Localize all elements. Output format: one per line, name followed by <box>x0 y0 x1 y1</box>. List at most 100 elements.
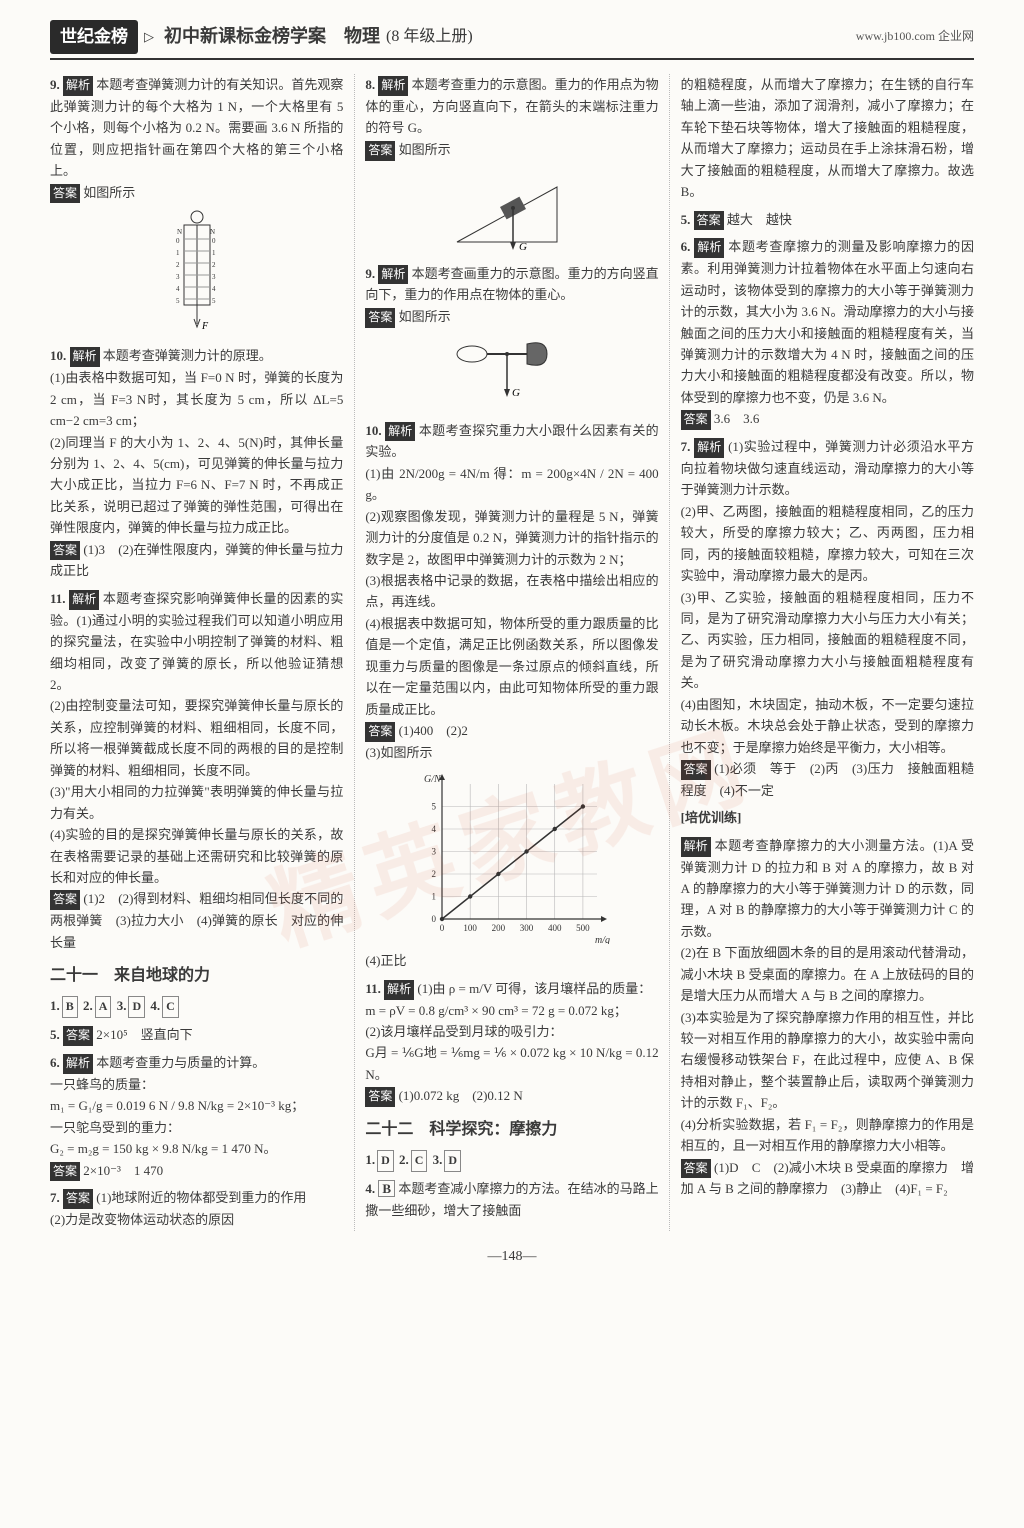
n: 4. <box>150 998 160 1013</box>
c3-extra: 解析 本题考查静摩擦力的大小测量方法。(1)A 受弹簧测力计 D 的拉力和 B … <box>681 835 974 1200</box>
c2-line1: 1.D 2.C 3.D <box>365 1149 658 1172</box>
p4: (4)根据表中数据可知，物体所受的重力跟质量的比值是一个定值，满足正比例函数关系… <box>365 616 658 717</box>
svg-text:3: 3 <box>431 847 436 857</box>
ans: (1)400 (2)2 <box>399 723 468 738</box>
ans-tag: 答案 <box>50 184 80 204</box>
ans: 如图所示 <box>83 185 135 200</box>
c2-q11: 11. 解析 (1)由 ρ = m/V 可得，该月壤样品的质量： m = ρV … <box>365 978 658 1107</box>
svg-text:0: 0 <box>176 237 180 245</box>
p1: 本题考查静摩擦力的大小测量方法。(1)A 受弹簧测力计 D 的拉力和 B 对 A… <box>681 838 974 939</box>
v: D <box>377 1150 394 1172</box>
svg-text:100: 100 <box>463 923 477 933</box>
svg-text:G: G <box>512 387 520 399</box>
svg-text:2: 2 <box>212 261 216 269</box>
n: 2. <box>399 1152 409 1167</box>
eq1: m₁ = G₁/g = 0.019 6 N / 9.8 N/kg = 2×10⁻… <box>50 1098 304 1113</box>
ans-tag: 答案 <box>681 410 711 430</box>
v: A <box>95 996 112 1018</box>
num: 6. <box>50 1055 60 1070</box>
page-header: 世纪金榜 ▷ 初中新课标金榜学案 物理 (8 年级上册) www.jb100.c… <box>50 20 974 60</box>
ans: (1)必须 等于 (2)丙 (3)压力 接触面粗糙程度 (4)不一定 <box>681 761 974 798</box>
svg-text:G/N: G/N <box>424 774 442 785</box>
text: 的粗糙程度，从而增大了摩擦力；在生锈的自行车轴上滴一些油，添加了润滑剂，减小了摩… <box>681 77 974 199</box>
tag: 解析 <box>694 238 724 258</box>
c1-q6: 6. 解析 本题考查重力与质量的计算。 一只蜂鸟的质量： m₁ = G₁/g =… <box>50 1052 343 1181</box>
c2-q9: 9. 解析 本题考查画重力的示意图。重力的方向竖直向下，重力的作用点在物体的重心… <box>365 263 658 328</box>
brand-logo: 世纪金榜 <box>50 20 138 54</box>
svg-text:300: 300 <box>520 923 534 933</box>
num: 5. <box>681 212 691 227</box>
text: 本题考查重力的示意图。重力的作用点为物体的重心，方向竖直向下，在箭头的末端标注重… <box>365 77 658 135</box>
text: 本题考查重力与质量的计算。 <box>96 1055 265 1070</box>
grade: (8 年级上册) <box>386 24 473 50</box>
ans-tag: 答案 <box>50 1162 80 1182</box>
svg-text:5: 5 <box>176 297 180 305</box>
tag: 解析 <box>378 76 408 96</box>
svg-text:5: 5 <box>212 297 216 305</box>
p1: (1)由表格中数据可知，当 F=0 N 时，弹簧的长度为 2 cm，当 F=3 … <box>50 370 343 428</box>
svg-text:200: 200 <box>492 923 506 933</box>
p3: (3)甲、乙实验，接触面的粗糙程度相同，压力不同，是为了研究滑动摩擦力大小与压力… <box>681 590 974 691</box>
hammer-gravity-icon: G <box>365 334 658 414</box>
num: 6. <box>681 239 691 254</box>
p4: (4)由图知，木块固定，抽动木板，不一定要匀速拉动长木板。木块总会处于静止状态，… <box>681 697 974 755</box>
eq2: G₂ = m₂g = 150 kg × 9.8 N/kg = 1 470 N。 <box>50 1141 277 1156</box>
p6: (4)正比 <box>365 953 406 968</box>
ans: (1)D C (2)减小木块 B 受桌面的摩擦力 增加 A 与 B 之间的静摩擦… <box>681 1160 974 1197</box>
text: 本题考查弹簧测力计的原理。 <box>103 348 272 363</box>
num: 11. <box>50 591 66 606</box>
svg-text:4: 4 <box>212 285 216 293</box>
num: 7. <box>50 1190 60 1205</box>
p1: (1)实验过程中，弹簧测力计必须沿水平方向拉着物块做匀速直线运动，滑动摩擦力的大… <box>681 439 974 497</box>
n: 2. <box>83 998 93 1013</box>
svg-text:3: 3 <box>176 273 180 281</box>
p5: (3)如图所示 <box>365 745 432 760</box>
c2-q8: 8. 解析 本题考查重力的示意图。重力的作用点为物体的重心，方向竖直向下，在箭头… <box>365 74 658 160</box>
p3: (3)"用大小相同的力拉弹簧"表明弹簧的伸长量与拉力有关。 <box>50 784 343 820</box>
svg-text:400: 400 <box>548 923 562 933</box>
v: D <box>128 996 145 1018</box>
incline-gravity-icon: G <box>365 167 658 257</box>
ans: (1)3 (2)在弹性限度内，弹簧的伸长量与拉力成正比 <box>50 542 343 579</box>
p3: (3)根据表格中记录的数据，在表格中描绘出相应的点，再连线。 <box>365 573 658 609</box>
c1-q10: 10. 解析 本题考查弹簧测力计的原理。 (1)由表格中数据可知，当 F=0 N… <box>50 345 343 582</box>
page-number: —148— <box>50 1245 974 1268</box>
p2: (2)在 B 下面放细圆木条的目的是用滚动代替滑动，减小木块 B 受桌面的摩擦力… <box>681 945 974 1003</box>
c1-line1: 1.B 2.A 3.D 4.C <box>50 995 343 1018</box>
eq2: G月 = ⅙G地 = ⅙mg = ⅙ × 0.072 kg × 10 N/kg … <box>365 1045 658 1081</box>
c2-q10b: (4)正比 <box>365 950 658 971</box>
tag: 解析 <box>63 1054 93 1074</box>
c2-q10: 10. 解析 本题考查探究重力大小跟什么因素有关的实验。 (1)由 2N/200… <box>365 420 658 764</box>
svg-text:1: 1 <box>176 249 180 257</box>
spring-scale-icon: NN 012 345 012 345 F <box>50 209 343 339</box>
svg-text:5: 5 <box>431 802 436 812</box>
l2: 一只鸵鸟受到的重力： <box>50 1120 180 1135</box>
c1-q7: 7. 答案 (1)地球附近的物体都受到重力的作用 (2)力是改变物体运动状态的原… <box>50 1187 343 1230</box>
ans: 如图所示 <box>399 142 451 157</box>
tag: 答案 <box>694 211 724 231</box>
p2: (2)由控制变量法可知，要探究弹簧伸长量与原长的关系，应控制弹簧的材料、粗细相同… <box>50 698 343 777</box>
title-prefix: ▷ <box>144 26 154 47</box>
c1-q9: 9. 解析 本题考查弹簧测力计的有关知识。首先观察此弹簧测力计的每个大格为 1 … <box>50 74 343 203</box>
num: 10. <box>50 348 66 363</box>
text: 本题考查摩擦力的测量及影响摩擦力的因素。利用弹簧测力计拉着物体在水平面上匀速向右… <box>681 239 974 404</box>
ans-tag: 答案 <box>365 308 395 328</box>
tag: 解析 <box>378 265 408 285</box>
ans: 越大 越快 <box>727 212 792 227</box>
svg-text:0: 0 <box>431 914 436 924</box>
section-21: 二十一 来自地球的力 <box>50 963 343 989</box>
p4: (4)实验的目的是探究弹簧伸长量与原长的关系，故在表格需要记录的基础上还需研究和… <box>50 827 343 885</box>
text: 本题考查画重力的示意图。重力的方向竖直向下，重力的作用点在物体的重心。 <box>365 266 658 303</box>
svg-text:m/g: m/g <box>595 935 610 944</box>
svg-text:G: G <box>519 241 527 253</box>
ans-tag: 答案 <box>50 890 80 910</box>
l1: (1)由 ρ = m/V 可得，该月壤样品的质量： <box>417 981 651 996</box>
page-title: 初中新课标金榜学案 <box>164 22 326 52</box>
p3: (3)本实验是为了探究静摩擦力作用的相互性，并比较一对相互作用的静摩擦力的大小，… <box>681 1010 974 1111</box>
n: 3. <box>433 1152 443 1167</box>
c3-q5: 5. 答案 越大 越快 <box>681 209 974 231</box>
eq1: m = ρV = 0.8 g/cm³ × 90 cm³ = 72 g = 0.0… <box>365 1003 627 1018</box>
svg-text:500: 500 <box>576 923 590 933</box>
num: 4. <box>365 1181 375 1196</box>
tag: 解析 <box>384 980 414 1000</box>
